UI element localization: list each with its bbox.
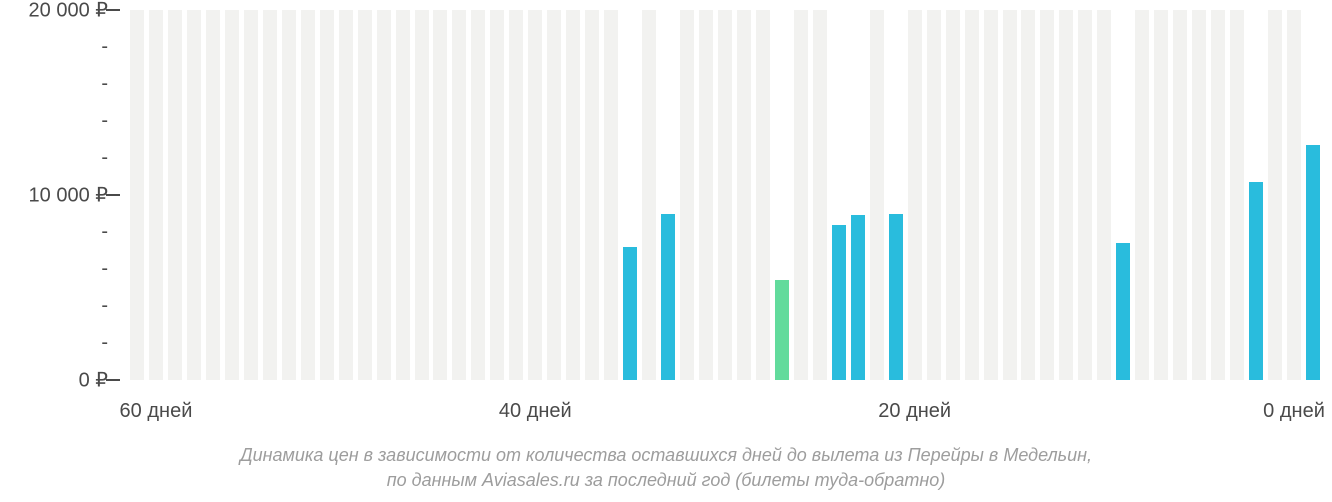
price-bar[interactable] xyxy=(661,214,675,381)
empty-bar xyxy=(339,10,353,380)
empty-bar xyxy=(699,10,713,380)
empty-bar xyxy=(1230,10,1244,380)
empty-bar xyxy=(946,10,960,380)
empty-bar xyxy=(1173,10,1187,380)
empty-bar xyxy=(680,10,694,380)
x-axis-label: 60 дней xyxy=(120,400,193,423)
x-axis-label: 40 дней xyxy=(499,400,572,423)
empty-bar xyxy=(1040,10,1054,380)
empty-bar xyxy=(415,10,429,380)
price-bar[interactable] xyxy=(623,247,637,380)
chart-caption-line2: по данным Aviasales.ru за последний год … xyxy=(0,470,1332,491)
empty-bar xyxy=(566,10,580,380)
x-axis-label: 0 дней xyxy=(1263,400,1325,423)
empty-bar xyxy=(528,10,542,380)
price-bar[interactable] xyxy=(851,215,865,380)
price-bar[interactable] xyxy=(1249,182,1263,380)
empty-bar xyxy=(1135,10,1149,380)
y-axis-tick xyxy=(106,379,120,381)
price-history-chart: 0 ₽ 10 000 ₽ 20 000 ₽ - - - - - - - - 60 дней 40 дн… xyxy=(0,0,1332,502)
empty-bar xyxy=(1078,10,1092,380)
empty-bar xyxy=(756,10,770,380)
empty-bar xyxy=(1154,10,1168,380)
empty-bar xyxy=(1192,10,1206,380)
y-axis-tick xyxy=(106,194,120,196)
y-axis-minor-label: - xyxy=(101,221,108,244)
empty-bar xyxy=(585,10,599,380)
y-axis-minor-label: - xyxy=(101,147,108,170)
empty-bar xyxy=(604,10,618,380)
empty-bar xyxy=(1211,10,1225,380)
empty-bar xyxy=(225,10,239,380)
empty-bar xyxy=(149,10,163,380)
empty-bar xyxy=(377,10,391,380)
empty-bar xyxy=(794,10,808,380)
empty-bar xyxy=(130,10,144,380)
empty-bar xyxy=(206,10,220,380)
y-axis: 0 ₽10 000 ₽20 000 ₽-------- xyxy=(0,0,120,380)
empty-bar xyxy=(244,10,258,380)
empty-bar xyxy=(642,10,656,380)
y-axis-label: 0 ₽ xyxy=(79,368,108,393)
empty-bar xyxy=(1268,10,1282,380)
y-axis-minor-label: - xyxy=(101,73,108,96)
y-axis-label: 10 000 ₽ xyxy=(29,183,108,208)
empty-bar xyxy=(1097,10,1111,380)
y-axis-minor-label: - xyxy=(101,110,108,133)
empty-bar xyxy=(547,10,561,380)
empty-bar xyxy=(870,10,884,380)
chart-caption-line1: Динамика цен в зависимости от количества… xyxy=(0,445,1332,466)
x-axis-label: 20 дней xyxy=(878,400,951,423)
empty-bar xyxy=(263,10,277,380)
empty-bar xyxy=(1059,10,1073,380)
empty-bar xyxy=(1287,10,1301,380)
empty-bar xyxy=(301,10,315,380)
empty-bar xyxy=(737,10,751,380)
empty-bar xyxy=(187,10,201,380)
price-bar[interactable] xyxy=(832,225,846,380)
price-bar[interactable] xyxy=(889,214,903,381)
y-axis-minor-label: - xyxy=(101,332,108,355)
plot-area xyxy=(130,10,1320,380)
y-axis-minor-label: - xyxy=(101,258,108,281)
min-price-bar[interactable] xyxy=(775,280,789,380)
price-bar[interactable] xyxy=(1116,243,1130,380)
empty-bar xyxy=(965,10,979,380)
empty-bar xyxy=(452,10,466,380)
y-axis-minor-label: - xyxy=(101,295,108,318)
empty-bar xyxy=(358,10,372,380)
empty-bar xyxy=(927,10,941,380)
empty-bar xyxy=(908,10,922,380)
price-bar[interactable] xyxy=(1306,145,1320,380)
empty-bar xyxy=(984,10,998,380)
empty-bar xyxy=(282,10,296,380)
empty-bar xyxy=(471,10,485,380)
empty-bar xyxy=(718,10,732,380)
empty-bar xyxy=(509,10,523,380)
y-axis-label: 20 000 ₽ xyxy=(29,0,108,23)
empty-bar xyxy=(813,10,827,380)
empty-bar xyxy=(1021,10,1035,380)
empty-bar xyxy=(433,10,447,380)
empty-bar xyxy=(168,10,182,380)
empty-bar xyxy=(1003,10,1017,380)
empty-bar xyxy=(320,10,334,380)
empty-bar xyxy=(490,10,504,380)
y-axis-minor-label: - xyxy=(101,36,108,59)
empty-bar xyxy=(396,10,410,380)
y-axis-tick xyxy=(106,9,120,11)
